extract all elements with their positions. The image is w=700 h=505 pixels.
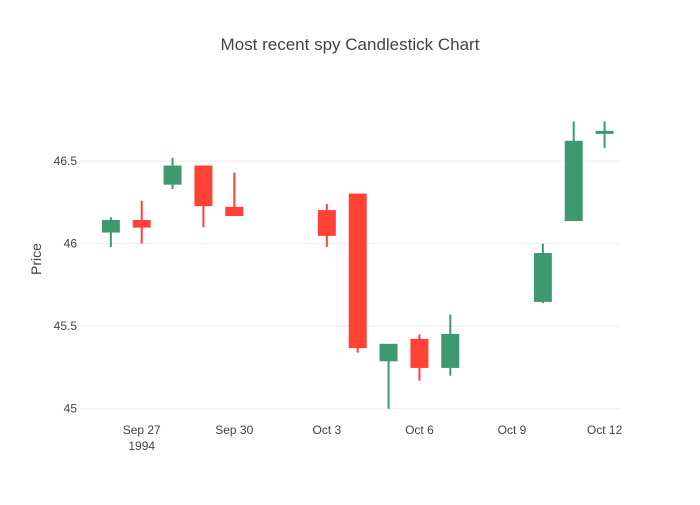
candle-body xyxy=(101,220,120,233)
candles xyxy=(101,121,614,409)
x-tick-label: Sep 30 xyxy=(215,423,253,437)
candle xyxy=(225,172,244,217)
candle-body xyxy=(564,140,583,222)
candle-body xyxy=(410,338,429,368)
candle xyxy=(163,157,182,190)
x-tick-label: Oct 12 xyxy=(587,423,623,437)
x-axis: Sep 27 1994 Sep 30 Oct 3 Oct 6 Oct 9 Oct 12 xyxy=(123,423,623,453)
candle-body xyxy=(379,343,398,362)
y-tick-label: 46.5 xyxy=(54,154,78,168)
candle-body xyxy=(533,253,552,302)
candle xyxy=(379,343,398,409)
candle xyxy=(410,334,429,381)
candle xyxy=(132,200,151,244)
x-tick-label: Oct 3 xyxy=(313,423,342,437)
candle xyxy=(441,314,460,376)
candle-body xyxy=(194,165,213,207)
y-axis: 45 45.5 46 46.5 xyxy=(54,154,78,416)
x-tick-label: Oct 9 xyxy=(498,423,527,437)
candle-body xyxy=(163,165,182,185)
candle xyxy=(348,193,367,353)
x-tick-label: Oct 6 xyxy=(405,423,434,437)
candle-body xyxy=(348,193,367,349)
candle-body xyxy=(225,206,244,217)
x-tick-label: Sep 27 xyxy=(123,423,161,437)
y-tick-label: 46 xyxy=(64,237,78,251)
candle-body xyxy=(595,130,614,134)
chart-title: Most recent spy Candlestick Chart xyxy=(221,35,480,54)
candle-body xyxy=(441,333,460,368)
y-tick-label: 45.5 xyxy=(54,319,78,333)
candle xyxy=(533,243,552,304)
candle xyxy=(194,165,213,228)
candle xyxy=(564,121,583,222)
y-axis-title: Price xyxy=(28,243,44,275)
x-tick-sublabel: 1994 xyxy=(128,439,155,453)
candle-body xyxy=(317,210,336,236)
candle xyxy=(317,204,336,247)
candle-body xyxy=(132,220,151,228)
candle xyxy=(595,121,614,148)
candle xyxy=(101,217,120,247)
y-tick-label: 45 xyxy=(64,402,78,416)
